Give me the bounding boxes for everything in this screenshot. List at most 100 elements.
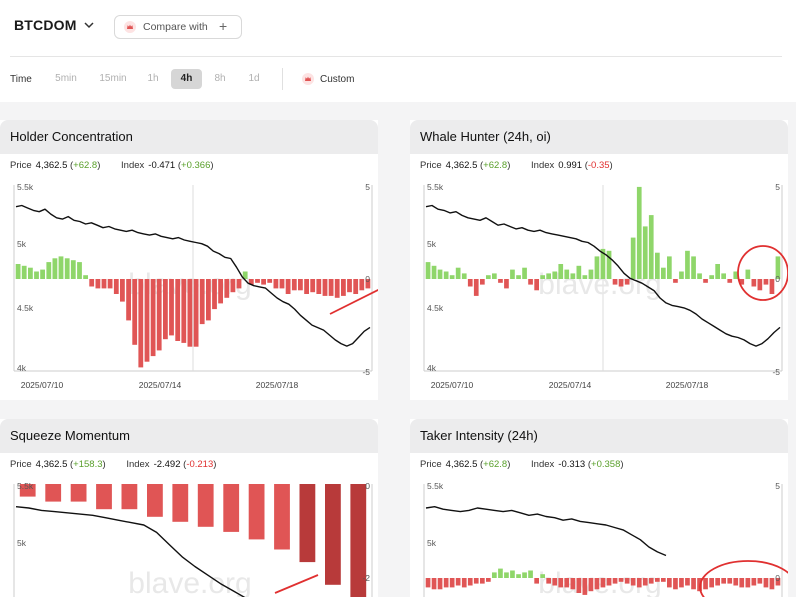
bar [528,279,533,285]
bar [443,578,449,588]
bar [510,570,515,578]
price-change: +158.3 [73,459,103,470]
bar [144,279,150,362]
panel-title: Squeeze Momentum [10,428,130,443]
bar [588,578,594,592]
panel-header: Squeeze Momentum [0,419,378,453]
bar [630,237,636,279]
bar [648,578,654,584]
bar [425,578,431,588]
bar [661,578,666,582]
annotation-circle [699,560,788,597]
bar [193,279,199,347]
bar [582,275,588,279]
bar [504,572,509,578]
timeframe-8h[interactable]: 8h [214,73,226,84]
right-tick-label: 0 [775,573,780,583]
price-line [15,506,246,597]
bar [455,267,461,279]
x-tick-label: 2025/07/18 [256,380,299,390]
bar [703,578,708,590]
time-label: Time [10,74,32,85]
bar [673,279,678,283]
bar [745,578,751,588]
bar [648,215,654,279]
bar [546,273,551,279]
bar [121,484,138,510]
bar [739,279,745,285]
timeframe-15min[interactable]: 15min [99,73,127,84]
bar [757,279,763,291]
bar [467,279,473,287]
bar [534,279,539,291]
timeframe-1h[interactable]: 1h [147,73,159,84]
timeframe-5min[interactable]: 5min [55,73,77,84]
index-value: -0.313 [558,459,586,470]
bar [685,578,690,586]
index-change: -0.213 [186,459,214,470]
bar [546,578,551,584]
annotation-line [329,288,378,315]
x-tick-label: 2025/07/14 [549,380,592,390]
bar [461,273,467,279]
bar [107,279,113,289]
bar [437,578,443,590]
bar [636,186,642,279]
bar [347,279,352,293]
bar [636,578,642,588]
right-tick-label: -5 [362,367,370,377]
bar [510,269,515,279]
bar [46,262,52,279]
chevron-down-icon[interactable] [83,19,95,31]
bar [52,258,58,279]
bar [34,271,39,279]
bar [461,578,467,588]
custom-timeframe-button[interactable]: Custom [320,74,355,85]
bar [449,578,455,588]
bar [83,275,88,279]
bar [655,578,660,582]
bar [285,279,291,294]
bar [751,279,757,287]
bar [594,578,600,590]
bar [667,256,672,279]
bar [206,279,211,321]
left-tick-label: 4.5k [427,303,444,313]
bar [709,578,714,588]
crown-icon [302,73,314,85]
bar [353,279,359,294]
bar [763,279,769,285]
bar [721,273,726,279]
bar [40,269,45,279]
bar [359,279,365,291]
bar [64,258,70,279]
panel-title: Taker Intensity (24h) [420,428,538,443]
bar [655,252,660,279]
bar [727,578,733,584]
bar [443,271,449,279]
right-tick-label: 0 [775,274,780,284]
bar [522,267,527,279]
chart: blave.org 5.5k 5k 0 -2 [13,481,373,597]
timeframe-4h[interactable]: 4h [171,69,202,89]
bar [522,572,527,578]
bar [150,279,156,357]
bar [248,484,265,540]
bar [273,279,279,289]
bar [248,279,254,285]
bar [564,269,570,279]
timeframe-1d[interactable]: 1d [248,73,260,84]
symbol-selector[interactable]: BTCDOM [14,17,77,33]
bar [449,275,455,279]
compare-with-button[interactable]: Compare with + [114,15,242,39]
panel-header: Holder Concentration [0,120,378,154]
bar [473,279,479,296]
bar [310,279,316,293]
bar [576,578,582,593]
bar [745,269,751,279]
bar [230,279,236,293]
bar [486,578,491,582]
bar [431,265,437,279]
bar [624,578,630,584]
bar [147,484,163,517]
